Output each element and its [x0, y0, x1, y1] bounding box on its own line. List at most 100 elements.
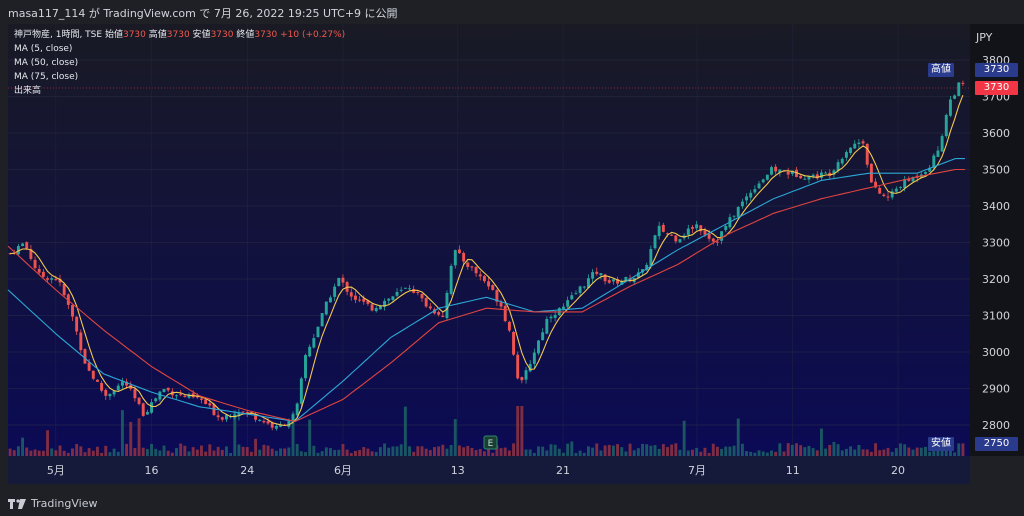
- candle-body: [707, 233, 711, 239]
- ma75-legend[interactable]: MA (75, close): [14, 72, 79, 82]
- volume-bar: [549, 444, 553, 456]
- candle-body: [299, 378, 303, 404]
- volume-bar: [166, 450, 170, 456]
- volume-bar: [283, 448, 287, 456]
- volume-bar: [616, 444, 620, 456]
- candle-body: [16, 246, 20, 255]
- candle-body: [636, 272, 640, 278]
- footer-bar: [0, 488, 1024, 516]
- volume-bar: [220, 449, 224, 456]
- candle-body: [304, 355, 307, 379]
- volume-bar: [383, 443, 387, 456]
- candle-body: [603, 274, 607, 282]
- volume-bar: [745, 451, 749, 456]
- candle-body: [341, 277, 345, 283]
- volume-bar: [865, 449, 869, 456]
- volume-bar: [79, 446, 83, 456]
- volume-bar: [212, 450, 216, 456]
- earnings-marker[interactable]: E: [483, 435, 498, 450]
- ohlc-row: 神戸物産, 1時間, TSE 始値3730 高値3730 安値3730 終値37…: [14, 28, 345, 42]
- x-tick-label: 20: [891, 464, 905, 477]
- volume-bar: [778, 443, 782, 456]
- volume-bar: [695, 447, 699, 456]
- volume-legend[interactable]: 出来高: [14, 86, 42, 96]
- candle-body: [279, 424, 282, 427]
- plot-background: [8, 24, 970, 456]
- volume-bar: [320, 451, 324, 456]
- candle-body: [96, 379, 99, 382]
- candle-body: [291, 414, 295, 421]
- y-tick-label: 2800: [982, 419, 1010, 432]
- volume-bar: [761, 451, 765, 456]
- y-tick-label: 3100: [982, 310, 1010, 323]
- volume-bar: [528, 449, 532, 456]
- candle-body: [628, 278, 632, 282]
- volume-bar: [624, 451, 628, 456]
- volume-bar: [362, 447, 366, 456]
- candle-body: [844, 152, 848, 158]
- candle-body: [953, 95, 957, 99]
- volume-bar: [611, 445, 615, 456]
- currency-label[interactable]: JPY: [976, 31, 993, 44]
- tradingview-brand[interactable]: TradingView: [8, 497, 97, 510]
- volume-bar: [894, 448, 898, 456]
- volume-bar: [120, 410, 124, 456]
- volume-bar: [208, 444, 212, 456]
- candle-body: [886, 196, 890, 198]
- candle-body: [125, 381, 129, 386]
- candle-body: [670, 234, 674, 236]
- candle-body: [216, 415, 220, 418]
- volume-bar: [158, 450, 162, 456]
- volume-bar: [861, 449, 865, 456]
- candle-body: [865, 143, 869, 165]
- volume-bar: [75, 444, 79, 456]
- volume-bar: [258, 449, 262, 456]
- volume-bar: [262, 444, 266, 456]
- candle-body: [71, 305, 74, 317]
- volume-bar: [428, 450, 432, 456]
- volume-bar: [108, 452, 112, 456]
- candle-body: [470, 266, 474, 268]
- candle-body: [699, 225, 703, 232]
- volume-bar: [403, 406, 407, 456]
- volume-bar: [241, 446, 245, 456]
- volume-bar: [691, 449, 694, 456]
- candle-body: [424, 297, 428, 307]
- candle-body: [162, 389, 166, 393]
- candle-body: [874, 181, 877, 188]
- volume-bar: [224, 446, 228, 456]
- volume-bar: [420, 446, 424, 456]
- candle-body: [262, 420, 266, 423]
- volume-bar: [562, 452, 565, 456]
- candle-body: [108, 393, 112, 397]
- candle-body: [586, 278, 590, 288]
- candle-body: [803, 178, 807, 180]
- candle-body: [532, 352, 536, 364]
- candle-body: [287, 420, 291, 427]
- volume-bar: [649, 445, 653, 456]
- volume-bar: [254, 438, 258, 456]
- candle-body: [836, 162, 840, 171]
- volume-bar: [21, 437, 25, 456]
- volume-bar: [570, 441, 574, 456]
- candle-body: [595, 271, 599, 274]
- y-axis-ticks: 2800290030003100320033003400350036003700…: [982, 54, 1010, 432]
- ma5-legend[interactable]: MA (5, close): [14, 44, 73, 54]
- volume-bar: [308, 419, 312, 456]
- volume-bar: [249, 451, 253, 456]
- candle-body: [736, 207, 740, 217]
- volume-bar: [736, 418, 740, 456]
- candle-body: [466, 262, 470, 267]
- volume-bar: [46, 430, 49, 456]
- volume-bar: [457, 445, 461, 456]
- candle-body: [691, 227, 694, 229]
- candle-body: [507, 321, 511, 331]
- candle-body: [241, 411, 245, 413]
- ma50-legend[interactable]: MA (50, close): [14, 58, 79, 68]
- open-label: 始値: [104, 30, 123, 40]
- volume-bar: [91, 450, 95, 456]
- candle-body: [591, 272, 595, 279]
- candle-body: [245, 411, 249, 413]
- volume-bar: [853, 449, 857, 456]
